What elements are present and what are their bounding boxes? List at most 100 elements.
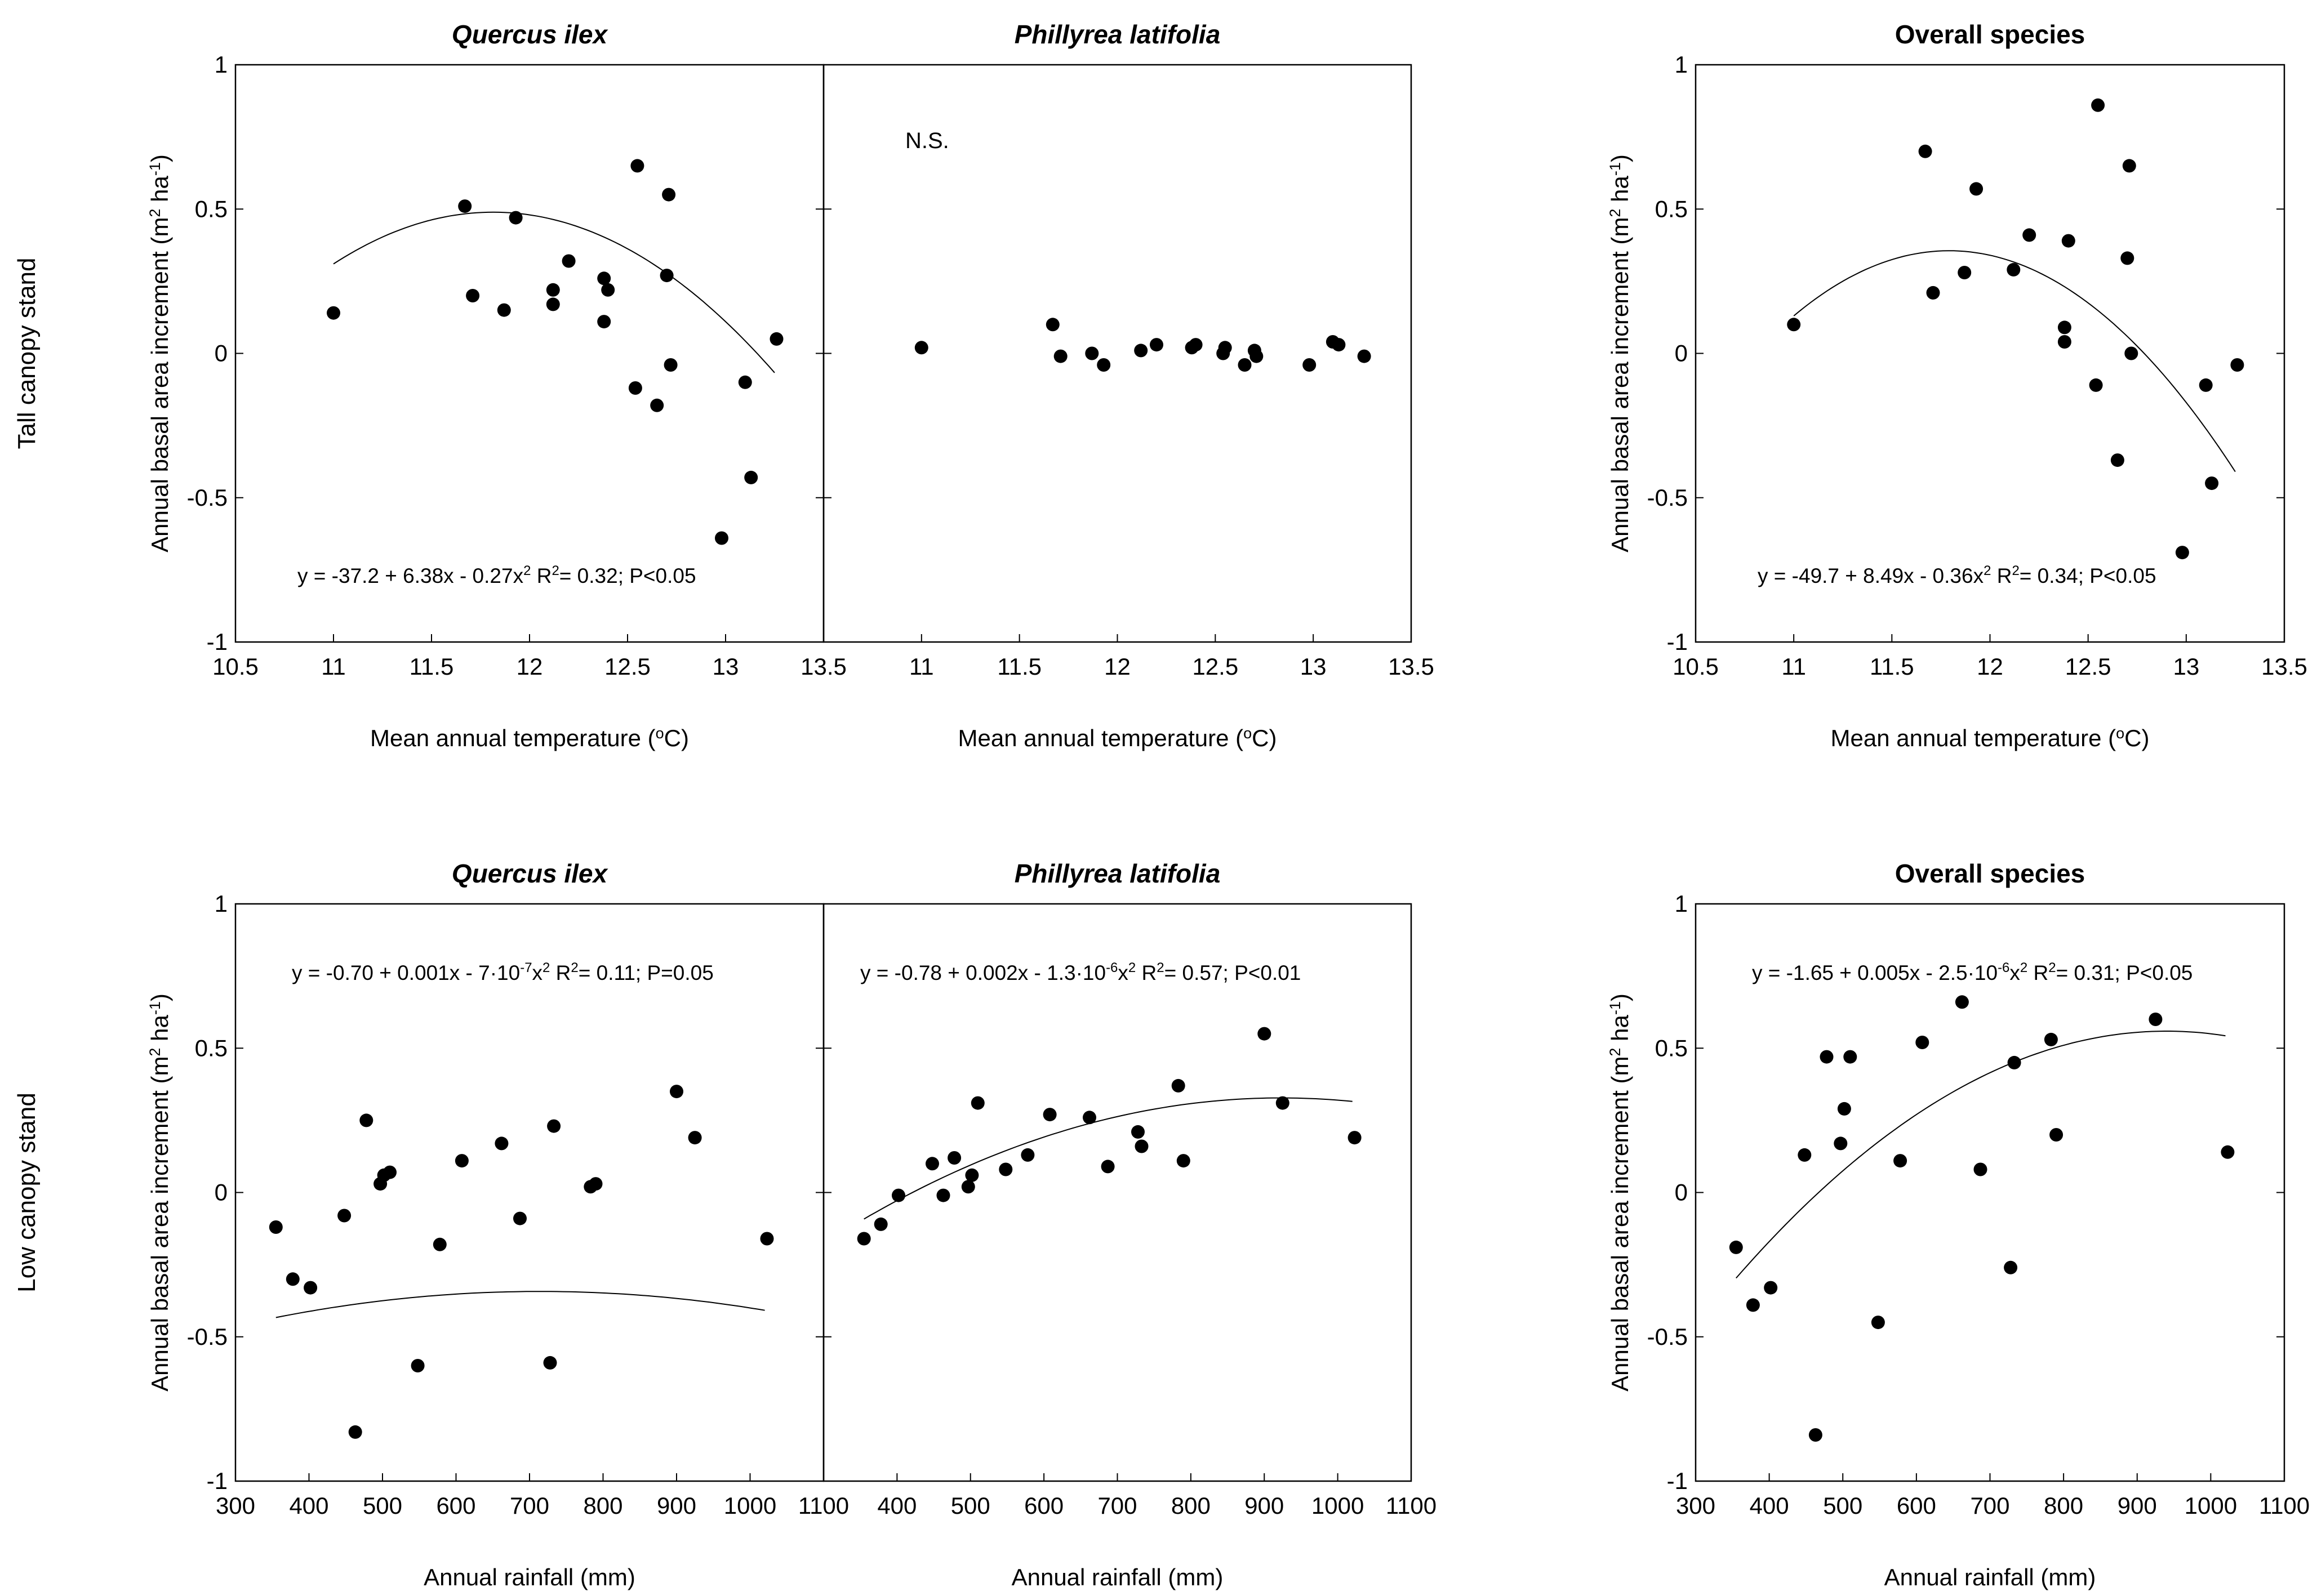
data-point xyxy=(2110,453,2124,467)
data-point xyxy=(337,1209,352,1223)
data-point xyxy=(2089,378,2103,392)
x-axis-label: Mean annual temperature (oC) xyxy=(1831,725,2150,751)
x-axis-label: Annual rainfall (mm) xyxy=(424,1564,635,1590)
data-point xyxy=(2057,335,2071,349)
x-tick-label: 13 xyxy=(1300,653,1327,680)
data-point xyxy=(411,1359,425,1372)
data-point xyxy=(2049,1128,2063,1142)
x-tick-label: 13 xyxy=(2173,653,2199,680)
data-point xyxy=(2205,476,2219,491)
panel-title: Quercus ilex xyxy=(452,859,609,888)
data-point xyxy=(286,1272,300,1286)
y-axis-label: Annual basal area increment (m2 ha-1) xyxy=(146,154,173,552)
x-tick-label: 800 xyxy=(2044,1492,2083,1519)
data-point xyxy=(1176,1154,1190,1168)
row-label-text: Tall canopy stand xyxy=(13,258,41,449)
y-tick-label: 0.5 xyxy=(195,1035,228,1061)
y-tick-label: 0.5 xyxy=(195,195,228,222)
x-tick-label: 300 xyxy=(1676,1492,1715,1519)
x-tick-label: 400 xyxy=(877,1492,917,1519)
y-tick-label: 1 xyxy=(1675,51,1688,78)
x-tick-label: 700 xyxy=(1970,1492,2009,1519)
data-point xyxy=(2120,251,2134,265)
data-point xyxy=(433,1237,447,1251)
x-tick-label: 400 xyxy=(289,1492,328,1519)
data-point xyxy=(1046,318,1060,332)
x-tick-label: 700 xyxy=(510,1492,549,1519)
x-tick-label: 11.5 xyxy=(410,653,454,680)
data-point xyxy=(359,1113,373,1127)
data-point xyxy=(546,297,560,311)
data-point xyxy=(327,306,340,320)
x-tick-label: 12.5 xyxy=(2065,653,2111,680)
y-tick-label: 0.5 xyxy=(1655,195,1688,222)
data-point xyxy=(1189,338,1203,352)
row-label-text: Low canopy stand xyxy=(13,1093,41,1292)
x-axis-label: Annual rainfall (mm) xyxy=(1012,1564,1224,1590)
data-point xyxy=(1955,995,1969,1009)
y-axis-label: Annual basal area increment (m2 ha-1) xyxy=(1607,993,1633,1392)
x-axis-label: Mean annual temperature (oC) xyxy=(370,725,689,751)
y-tick-label: 0 xyxy=(215,340,228,367)
data-point xyxy=(1347,1131,1362,1145)
y-tick-label: 0.5 xyxy=(1655,1035,1688,1061)
data-point xyxy=(999,1162,1013,1176)
panel-low-overall: Overall species 300 400 500 600 700 800 900 1000… xyxy=(1607,859,2310,1590)
data-point xyxy=(2175,546,2189,560)
x-tick-label: 1100 xyxy=(2259,1492,2310,1519)
x-tick-label: 10.5 xyxy=(212,653,259,680)
data-point xyxy=(971,1096,985,1110)
panel-tall-phillyrea: Phillyrea latifolia 11 11.5 12 12.5 13 13.5 Mea… xyxy=(822,20,1434,751)
data-point xyxy=(1926,286,1940,300)
x-tick-label: 1000 xyxy=(1311,1492,1364,1519)
data-point xyxy=(543,1356,557,1370)
data-point xyxy=(1808,1428,1822,1442)
data-point xyxy=(2149,1013,2163,1026)
panel-title: Overall species xyxy=(1895,859,2085,888)
x-tick-label: 13.5 xyxy=(801,653,847,680)
x-tick-label: 1100 xyxy=(798,1492,849,1519)
y-tick-label: -0.5 xyxy=(187,484,228,511)
data-point xyxy=(715,531,728,545)
panel-low-quercus: Quercus ilex 300 400 500 600 700 800 900 1000 110… xyxy=(146,859,849,1590)
data-point xyxy=(2007,1055,2021,1069)
data-point xyxy=(597,315,611,329)
x-tick-label: 1100 xyxy=(1386,1492,1437,1519)
plot-frame xyxy=(1695,64,2285,643)
x-tick-label: 13.5 xyxy=(1388,653,1434,680)
panel-title: Quercus ilex xyxy=(452,20,609,49)
data-point xyxy=(513,1211,527,1225)
x-tick-label: 800 xyxy=(583,1492,622,1519)
y-axis-label: Annual basal area increment (m2 ha-1) xyxy=(1607,154,1633,552)
data-point xyxy=(458,199,472,213)
y-tick-label: 0 xyxy=(1675,340,1688,367)
data-point xyxy=(670,1085,683,1099)
data-point xyxy=(1837,1102,1851,1116)
data-point xyxy=(2007,262,2021,277)
x-tick-label: 13.5 xyxy=(2261,653,2307,680)
x-tick-label: 300 xyxy=(216,1492,255,1519)
fit-equation: y = -49.7 + 8.49x - 0.36x2 R2= 0.34; P<0… xyxy=(1758,563,2156,587)
data-point xyxy=(1834,1136,1848,1151)
data-point xyxy=(383,1165,397,1179)
x-tick-label: 12.5 xyxy=(1192,653,1238,680)
data-point xyxy=(760,1232,774,1246)
x-tick-label: 11 xyxy=(909,653,934,680)
y-tick-label: -1 xyxy=(207,1468,228,1494)
y-tick-label: -1 xyxy=(1667,628,1688,655)
data-point xyxy=(589,1177,603,1191)
data-point xyxy=(2057,320,2071,335)
data-point xyxy=(1820,1050,1834,1064)
panel-low-phillyrea: Phillyrea latifolia 400 500 600 700 800 900 100… xyxy=(822,859,1437,1590)
x-tick-label: 500 xyxy=(951,1492,990,1519)
x-tick-label: 500 xyxy=(363,1492,402,1519)
x-tick-label: 12.5 xyxy=(604,653,651,680)
data-point xyxy=(1101,1160,1115,1174)
data-point xyxy=(1043,1108,1057,1122)
y-tick-label: -1 xyxy=(1667,1468,1688,1494)
data-point xyxy=(660,269,674,283)
y-axis-label: Annual basal area increment (m2 ha-1) xyxy=(146,993,173,1392)
data-point xyxy=(2122,159,2136,173)
